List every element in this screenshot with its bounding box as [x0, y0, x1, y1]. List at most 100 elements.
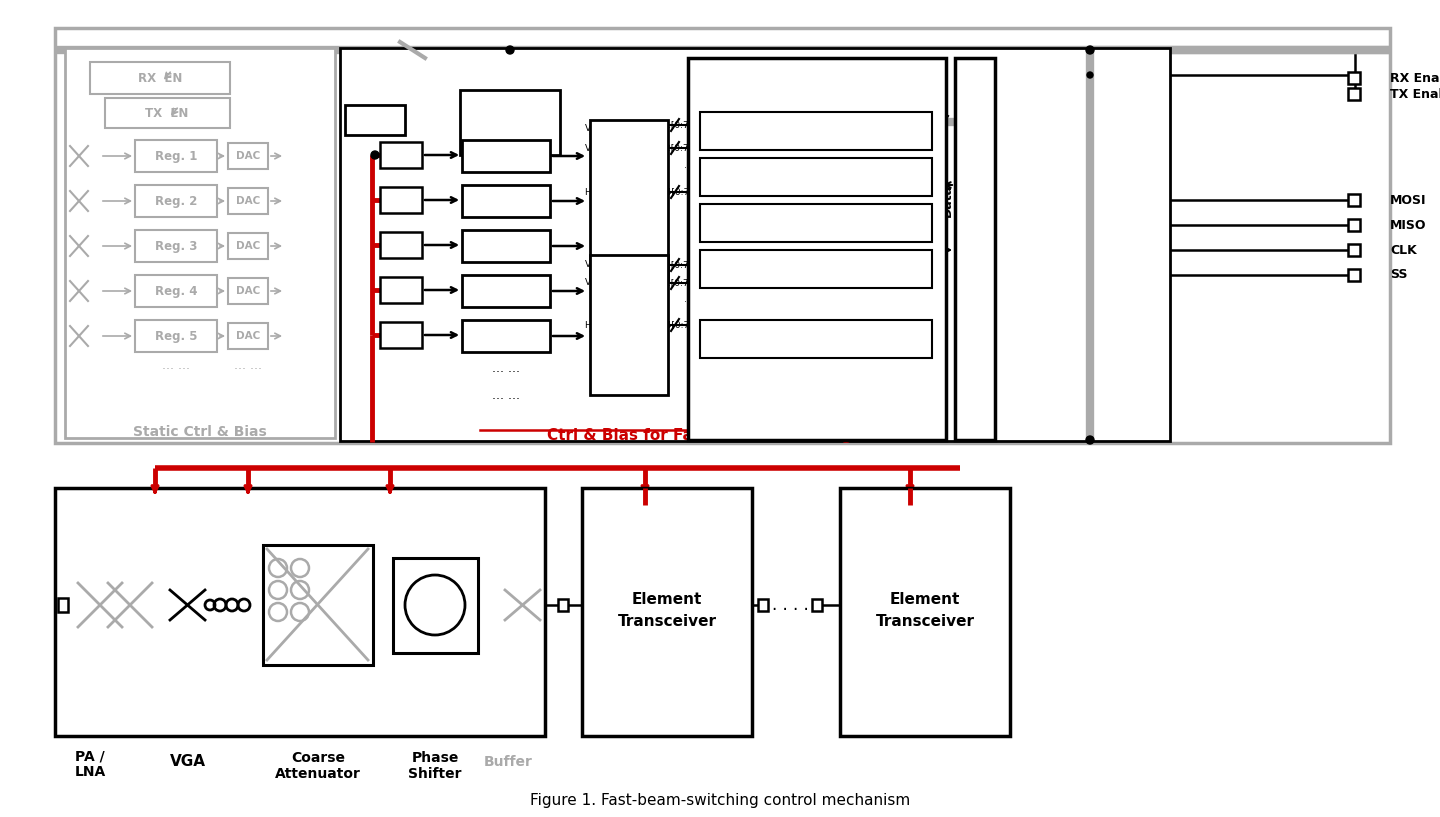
Text: Pattern2: Pattern2	[785, 171, 847, 184]
Text: DAC: DAC	[236, 286, 261, 296]
Bar	[135, 320, 217, 352]
Text: Table: Table	[611, 309, 648, 322]
Bar	[700, 320, 932, 358]
Text: Transceiver: Transceiver	[876, 614, 975, 630]
Text: V1[0:7]: V1[0:7]	[585, 123, 618, 132]
Bar	[590, 120, 668, 280]
Text: Attenuator: Attenuator	[275, 767, 361, 781]
Circle shape	[1086, 436, 1094, 444]
Bar	[380, 277, 422, 303]
Bar	[700, 158, 932, 196]
Text: Mag.: Mag.	[612, 141, 647, 154]
Bar	[459, 90, 560, 155]
Text: VGA: VGA	[170, 755, 206, 770]
Text: H4[0:7]: H4[0:7]	[660, 187, 693, 197]
Text: ... ...: ... ...	[492, 361, 520, 374]
Text: LNA: LNA	[75, 765, 105, 779]
Bar	[559, 599, 567, 611]
Bar	[462, 320, 550, 352]
Bar	[228, 323, 268, 349]
Bar	[700, 204, 932, 242]
Circle shape	[1086, 46, 1094, 54]
Bar	[340, 48, 1169, 441]
Text: 256w×128b×2: 256w×128b×2	[769, 92, 865, 105]
Text: Figure 1. Fast-beam-switching control mechanism: Figure 1. Fast-beam-switching control me…	[530, 792, 910, 807]
Bar	[1348, 72, 1359, 84]
Text: Ctrl & Bias for Fast Beam Switching: Ctrl & Bias for Fast Beam Switching	[547, 428, 852, 443]
Text: ...: ...	[684, 160, 693, 169]
Text: Shifter: Shifter	[409, 767, 462, 781]
Text: ... ...: ... ...	[804, 297, 831, 310]
Circle shape	[372, 151, 379, 159]
Text: Element: Element	[632, 592, 703, 608]
Text: ▿EN RX: ▿EN RX	[485, 104, 534, 117]
Text: Pattern256: Pattern256	[776, 333, 855, 346]
Text: ...: ...	[684, 296, 693, 305]
Bar	[135, 230, 217, 262]
Text: V2[0:7]: V2[0:7]	[585, 278, 618, 287]
Text: V2[0:7]: V2[0:7]	[660, 279, 693, 288]
Text: ... ...: ... ...	[233, 359, 262, 372]
Text: PTAT: PTAT	[359, 114, 392, 127]
Text: Conv.: Conv.	[609, 292, 648, 306]
Text: RX Enable: RX Enable	[1390, 72, 1440, 84]
Text: Conv.: Conv.	[609, 158, 648, 171]
Bar	[228, 188, 268, 214]
Bar	[955, 58, 995, 440]
Bar	[58, 598, 68, 612]
Text: DAC: DAC	[236, 151, 261, 161]
Text: SS: SS	[1390, 269, 1407, 282]
Bar	[346, 105, 405, 135]
Text: V2[0:7]: V2[0:7]	[660, 144, 693, 153]
Bar	[700, 112, 932, 150]
Bar	[264, 545, 373, 665]
Text: DAC: DAC	[389, 150, 413, 160]
Text: TX  EN: TX EN	[145, 106, 189, 119]
Bar	[89, 62, 230, 94]
Text: DAC: DAC	[389, 330, 413, 340]
Text: Static Ctrl & Bias: Static Ctrl & Bias	[132, 425, 266, 439]
Text: DAC: DAC	[236, 331, 261, 341]
Text: ...: ...	[609, 163, 618, 173]
Bar	[462, 275, 550, 307]
Text: V1[0:7]: V1[0:7]	[660, 120, 693, 130]
Text: Reg. 1: Reg. 1	[156, 150, 197, 163]
Text: DAC: DAC	[236, 196, 261, 206]
Bar	[462, 185, 550, 217]
Text: Reg. 2: Reg. 2	[156, 194, 197, 208]
Bar	[700, 250, 932, 288]
Bar	[812, 599, 822, 611]
Text: ... ...: ... ...	[161, 359, 190, 372]
Text: V1[0:7]: V1[0:7]	[660, 261, 693, 270]
Text: Reg. 9: Reg. 9	[484, 284, 528, 297]
Text: Reg. 7: Reg. 7	[484, 194, 528, 208]
Text: ... ...: ... ...	[492, 389, 520, 401]
Bar	[462, 230, 550, 262]
Bar	[380, 322, 422, 348]
Text: TX Enable: TX Enable	[1390, 87, 1440, 100]
Bar	[55, 28, 1390, 443]
Text: ▿EN TX: ▿EN TX	[487, 126, 534, 139]
Bar	[380, 187, 422, 213]
Text: CLK: CLK	[1390, 243, 1417, 257]
Text: Reg. 10: Reg. 10	[480, 329, 533, 342]
Bar	[1348, 88, 1359, 100]
Circle shape	[1087, 72, 1093, 78]
Text: MISO: MISO	[1390, 218, 1427, 231]
Text: PA /: PA /	[75, 749, 105, 763]
Text: Element: Element	[890, 592, 960, 608]
Bar	[135, 140, 217, 172]
Bar	[582, 488, 752, 736]
Text: RX  EN: RX EN	[138, 72, 183, 84]
Text: MOSI: MOSI	[1390, 194, 1427, 207]
Bar	[228, 233, 268, 259]
Bar	[65, 48, 336, 438]
Bar	[1348, 219, 1359, 231]
Bar	[135, 275, 217, 307]
Bar	[757, 599, 768, 611]
Text: DAC: DAC	[389, 285, 413, 295]
Text: Data: Data	[940, 184, 953, 217]
Bar	[380, 232, 422, 258]
Text: DAC: DAC	[389, 240, 413, 250]
Text: V1[0:7]: V1[0:7]	[585, 260, 618, 269]
